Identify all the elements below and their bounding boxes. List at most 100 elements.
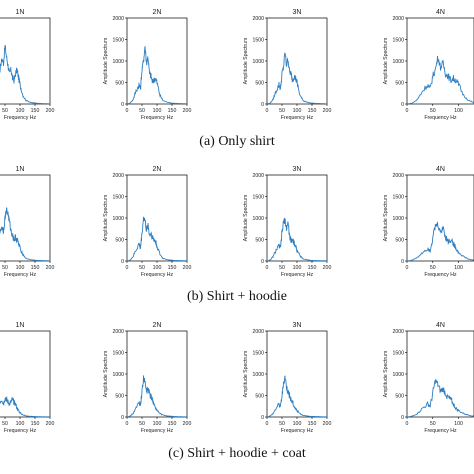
x-tick-label: 0 <box>406 265 409 271</box>
y-tick-label: 2000 <box>252 329 264 335</box>
caption-b: (b) Shirt + hoodie <box>186 289 288 304</box>
chart-panel-6: 2N 0 500 1000 1500 2000 0 50 100 150 200 Frequency … <box>103 166 191 278</box>
y-tick-label: 2000 <box>392 173 404 179</box>
x-axis-label: Frequency Hz <box>141 428 174 434</box>
y-tick-label: 0 <box>401 259 404 265</box>
x-tick-label: 50 <box>139 108 145 114</box>
x-tick-label: 0 <box>266 421 269 427</box>
series-line <box>0 207 50 261</box>
x-tick-label: 0 <box>126 265 129 271</box>
plot-frame <box>406 17 474 105</box>
x-tick-label: 100 <box>153 265 162 271</box>
x-tick-label: 100 <box>16 265 25 271</box>
y-tick-label: 2000 <box>112 16 124 22</box>
y-tick-label: 500 <box>115 238 124 244</box>
x-tick-label: 100 <box>16 421 25 427</box>
x-axis-label: Frequency Hz <box>141 115 174 121</box>
chart-panel-9: 1N0500100015002000050100150200Frequency … <box>0 322 54 434</box>
x-tick-label: 200 <box>323 421 332 427</box>
x-tick-label: 100 <box>293 265 302 271</box>
x-tick-label: 50 <box>430 108 436 114</box>
y-tick-label: 500 <box>255 394 264 400</box>
y-tick-label: 2000 <box>392 16 404 22</box>
series-line <box>127 375 187 417</box>
x-tick-label: 200 <box>183 421 192 427</box>
x-tick-label: 0 <box>266 108 269 114</box>
x-axis-label: Frequency Hz <box>4 115 37 121</box>
y-axis-label: Amplitude Spectrum <box>243 351 249 398</box>
chart-title: 3N <box>293 166 302 173</box>
y-tick-label: 2000 <box>252 16 264 22</box>
series-line <box>0 396 50 417</box>
series-line <box>407 379 474 417</box>
x-tick-label: 100 <box>454 265 463 271</box>
plot-frame <box>406 174 474 262</box>
y-axis-label: Amplitude Spectrum <box>103 351 109 398</box>
y-tick-label: 500 <box>115 81 124 87</box>
y-tick-label: 1500 <box>112 351 124 357</box>
y-tick-label: 1000 <box>112 59 124 65</box>
series-line <box>407 221 474 261</box>
y-tick-label: 2000 <box>392 329 404 335</box>
y-tick-label: 2000 <box>112 329 124 335</box>
x-axis-label: Frequency Hz <box>281 272 314 278</box>
x-tick-label: 100 <box>153 421 162 427</box>
y-tick-label: 500 <box>115 394 124 400</box>
y-tick-label: 0 <box>121 259 124 265</box>
x-tick-label: 50 <box>2 108 8 114</box>
x-axis-label: Frequency Hz <box>281 115 314 121</box>
x-axis-label: Frequency Hz <box>424 272 457 278</box>
x-tick-label: 50 <box>139 265 145 271</box>
x-tick-label: 200 <box>46 421 55 427</box>
x-axis-label: Frequency Hz <box>424 428 457 434</box>
y-tick-label: 2000 <box>112 173 124 179</box>
x-tick-label: 150 <box>308 421 317 427</box>
y-tick-label: 0 <box>261 259 264 265</box>
y-tick-label: 500 <box>255 238 264 244</box>
chart-title: 4N <box>436 322 445 329</box>
plot-frame <box>406 330 474 418</box>
chart-panel-5: 1N0500100015002000050100150200Frequency … <box>0 166 54 278</box>
y-tick-label: 0 <box>261 415 264 421</box>
x-axis-label: Frequency Hz <box>424 115 457 121</box>
y-tick-label: 1500 <box>252 38 264 44</box>
y-tick-label: 1000 <box>252 216 264 222</box>
caption-a: (a) Only shirt <box>199 134 275 149</box>
plot-frame <box>0 174 51 262</box>
chart-panel-1: 1N0500100015002000050100150200Frequency … <box>0 9 54 121</box>
y-tick-label: 500 <box>395 394 404 400</box>
y-tick-label: 1500 <box>112 38 124 44</box>
y-tick-label: 1000 <box>252 59 264 65</box>
chart-title: 3N <box>293 9 302 16</box>
x-tick-label: 150 <box>168 421 177 427</box>
y-axis-label: Amplitude Spectrum <box>383 38 389 85</box>
y-tick-label: 500 <box>255 81 264 87</box>
x-tick-label: 100 <box>293 421 302 427</box>
x-axis-label: Frequency Hz <box>4 428 37 434</box>
chart-panel-3: 3N 0 500 1000 1500 2000 0 50 100 150 200 Frequency … <box>243 9 331 121</box>
y-tick-label: 500 <box>395 238 404 244</box>
series-line <box>267 375 327 417</box>
x-tick-label: 100 <box>16 108 25 114</box>
x-tick-label: 50 <box>430 421 436 427</box>
x-tick-label: 150 <box>168 265 177 271</box>
caption-c: (c) Shirt + hoodie + coat <box>168 446 306 461</box>
x-tick-label: 150 <box>31 108 40 114</box>
y-tick-label: 1000 <box>252 372 264 378</box>
series-line <box>127 216 187 261</box>
y-tick-label: 1500 <box>392 351 404 357</box>
chart-panel-2: 2N 0 500 1000 1500 2000 0 50 100 150 200 Frequency … <box>103 9 191 121</box>
y-axis-label: Amplitude Spectrum <box>383 195 389 242</box>
x-tick-label: 50 <box>2 265 8 271</box>
chart-title: 1N <box>16 322 25 329</box>
y-tick-label: 1500 <box>392 195 404 201</box>
y-tick-label: 1000 <box>392 59 404 65</box>
x-tick-label: 0 <box>126 108 129 114</box>
chart-title: 2N <box>153 166 162 173</box>
x-tick-label: 100 <box>153 108 162 114</box>
x-tick-label: 100 <box>454 108 463 114</box>
x-axis-label: Frequency Hz <box>141 272 174 278</box>
